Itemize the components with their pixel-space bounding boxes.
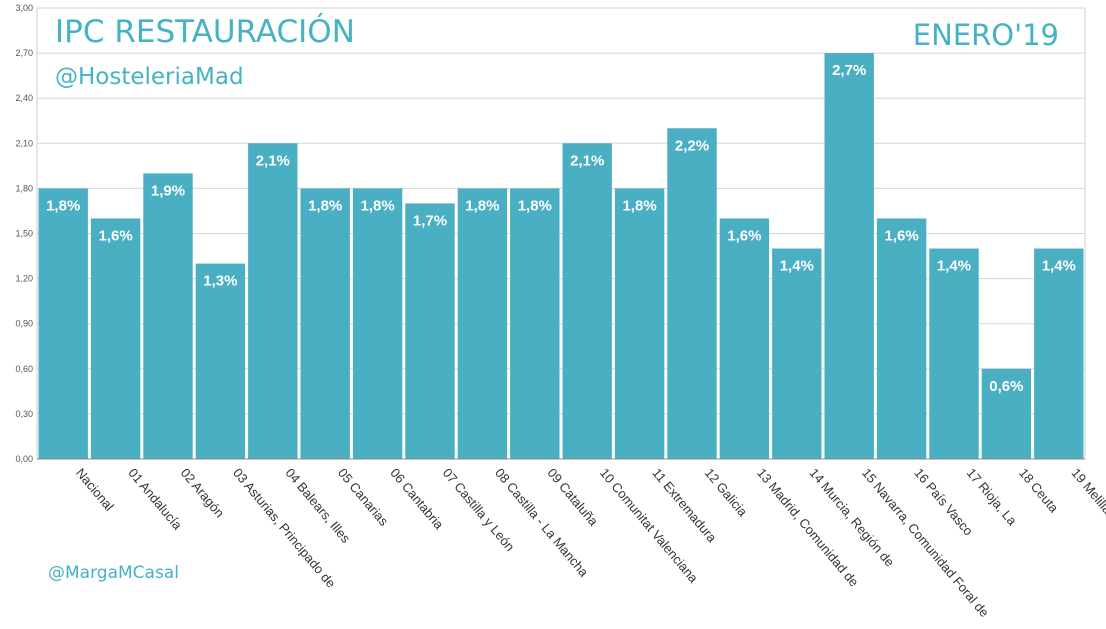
bar — [981, 368, 1032, 459]
x-tick-label: 13 Madrid, Comunidad de — [754, 465, 862, 589]
bar — [510, 188, 560, 459]
bar — [614, 188, 665, 459]
chart-title: IPC RESTAURACIÓN — [55, 14, 355, 50]
data-label: 1,6% — [98, 227, 132, 244]
y-tick-label: 0,60 — [15, 364, 33, 374]
bar — [90, 218, 141, 459]
data-label: 0,6% — [989, 378, 1023, 395]
data-label: 1,8% — [360, 197, 394, 214]
x-tick-label: 10 Comunitat Valenciana — [597, 465, 702, 586]
x-tick-label: Nacional — [73, 465, 117, 513]
bar — [38, 188, 88, 459]
data-label: 1,8% — [46, 197, 80, 214]
y-tick-label: 3,00 — [15, 3, 33, 13]
data-label: 2,1% — [256, 152, 290, 169]
bar — [772, 248, 822, 459]
bar — [876, 218, 927, 459]
data-label: 1,7% — [413, 212, 447, 229]
data-label: 1,8% — [518, 197, 552, 214]
data-label: 1,6% — [727, 227, 761, 244]
data-label: 1,4% — [937, 258, 971, 275]
y-tick-label: 0,30 — [15, 409, 33, 419]
x-tick-label: 09 Cataluña — [545, 465, 602, 529]
y-tick-label: 0,90 — [15, 319, 33, 329]
source-handle: @HosteleriaMad — [55, 64, 244, 90]
bar — [824, 53, 874, 459]
bar — [248, 143, 298, 460]
bar — [405, 203, 455, 459]
author-handle: @MargaMCasal — [48, 563, 179, 583]
x-tick-label: 12 Galicia — [702, 465, 751, 520]
x-tick-label: 18 Ceuta — [1016, 465, 1062, 516]
y-tick-label: 2,40 — [15, 93, 33, 103]
y-tick-label: 1,80 — [15, 183, 33, 193]
bar — [667, 128, 717, 459]
data-label: 1,4% — [780, 258, 814, 275]
x-tick-label: 02 Aragón — [178, 465, 228, 520]
x-tick-label: 03 Asturias, Principado de — [230, 465, 339, 590]
bar — [562, 143, 612, 460]
data-label: 1,6% — [884, 227, 918, 244]
y-tick-label: 2,10 — [15, 138, 33, 148]
y-tick-label: 0,00 — [15, 454, 33, 464]
bar — [300, 188, 350, 459]
data-label: 1,4% — [1042, 258, 1076, 275]
x-tick-label: 01 Andalucía — [125, 465, 185, 533]
y-tick-label: 1,50 — [15, 229, 33, 239]
data-label: 1,3% — [203, 273, 237, 290]
x-tick-label: 05 Canarias — [335, 465, 392, 529]
bar — [929, 248, 979, 459]
y-tick-label: 1,20 — [15, 274, 33, 284]
y-tick-label: 2,70 — [15, 48, 33, 58]
period-label: ENERO'19 — [912, 18, 1059, 52]
x-tick-label: 17 Rioja, La — [964, 465, 1021, 528]
data-label: 1,9% — [151, 182, 185, 199]
data-label: 1,8% — [622, 197, 656, 214]
data-label: 2,1% — [570, 152, 604, 169]
data-label: 2,7% — [832, 62, 866, 79]
x-tick-label: 19 Melilla — [1069, 465, 1106, 517]
bar — [457, 188, 508, 459]
data-label: 2,2% — [675, 137, 709, 154]
data-label: 1,8% — [465, 197, 499, 214]
bar — [352, 188, 403, 459]
x-tick-label: 06 Cantabria — [387, 465, 447, 532]
x-tick-label: 08 Castilla - La Mancha — [492, 465, 592, 580]
bar — [719, 218, 770, 459]
bar — [195, 263, 246, 459]
data-label: 1,8% — [308, 197, 342, 214]
bar — [1034, 248, 1084, 459]
bar — [143, 173, 193, 459]
